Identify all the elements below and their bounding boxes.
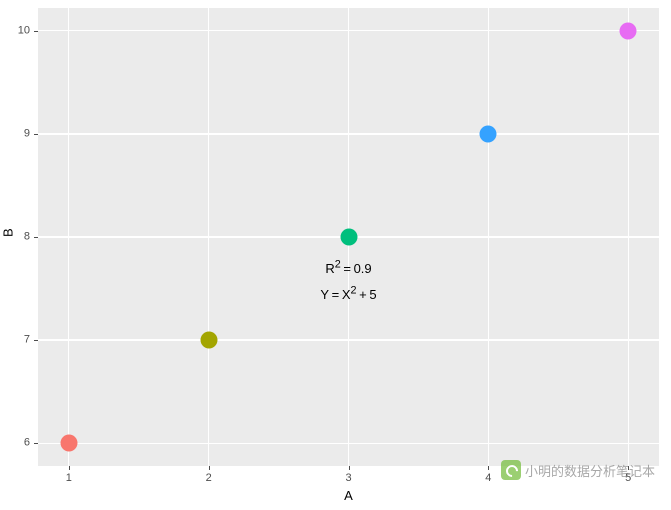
x-tick-mark bbox=[209, 466, 210, 470]
y-tick-mark bbox=[34, 340, 38, 341]
x-tick-mark bbox=[69, 466, 70, 470]
data-point bbox=[620, 22, 637, 39]
y-tick-mark bbox=[34, 134, 38, 135]
x-tick-label: 2 bbox=[206, 473, 212, 484]
y-tick-label: 8 bbox=[24, 232, 30, 243]
scatter-chart: 12345678910 R2 = 0.9Y = X2 + 5 A B 小明的数据… bbox=[0, 0, 671, 510]
x-tick-label: 1 bbox=[66, 473, 72, 484]
wechat-icon bbox=[501, 460, 521, 480]
y-tick-mark bbox=[34, 31, 38, 32]
y-tick-mark bbox=[34, 443, 38, 444]
x-axis-label: A bbox=[344, 488, 353, 503]
x-tick-label: 4 bbox=[485, 473, 491, 484]
data-point bbox=[60, 435, 77, 452]
watermark-text: 小明的数据分析笔记本 bbox=[525, 461, 655, 480]
y-tick-mark bbox=[34, 237, 38, 238]
annotation-eq: Y = X2 + 5 bbox=[320, 283, 376, 304]
x-tick-mark bbox=[488, 466, 489, 470]
gridline-h bbox=[38, 30, 659, 31]
watermark: 小明的数据分析笔记本 bbox=[501, 460, 655, 480]
y-tick-label: 6 bbox=[24, 438, 30, 449]
y-tick-label: 10 bbox=[18, 25, 30, 36]
gridline-h bbox=[38, 133, 659, 134]
gridline-h bbox=[38, 339, 659, 340]
y-tick-label: 7 bbox=[24, 335, 30, 346]
data-point bbox=[340, 229, 357, 246]
x-tick-label: 3 bbox=[345, 473, 351, 484]
annotation-r2: R2 = 0.9 bbox=[325, 258, 371, 279]
data-point bbox=[480, 125, 497, 142]
y-axis-label: B bbox=[1, 228, 16, 237]
gridline-h bbox=[38, 443, 659, 444]
x-tick-mark bbox=[349, 466, 350, 470]
data-point bbox=[200, 332, 217, 349]
y-tick-label: 9 bbox=[24, 128, 30, 139]
